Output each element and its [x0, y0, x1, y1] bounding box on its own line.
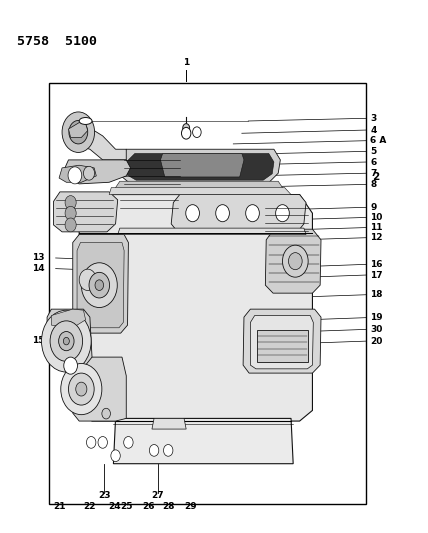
Polygon shape	[243, 309, 321, 373]
Text: 10: 10	[370, 213, 383, 222]
Text: 3: 3	[370, 114, 377, 123]
Text: 4: 4	[370, 126, 377, 134]
Circle shape	[111, 450, 120, 462]
Text: 28: 28	[162, 502, 175, 511]
Circle shape	[65, 218, 76, 232]
Ellipse shape	[79, 118, 92, 124]
Polygon shape	[47, 309, 92, 365]
Text: 8: 8	[370, 180, 377, 189]
Text: 7: 7	[370, 169, 377, 177]
Bar	[49, 83, 366, 504]
Text: 18: 18	[370, 290, 383, 299]
Polygon shape	[73, 235, 128, 333]
Text: 5: 5	[370, 147, 377, 156]
Text: 23: 23	[98, 491, 110, 500]
Polygon shape	[68, 123, 88, 138]
Circle shape	[81, 263, 117, 308]
Circle shape	[68, 167, 82, 184]
Text: 5758  5100: 5758 5100	[17, 35, 97, 47]
Polygon shape	[116, 181, 282, 192]
Text: 24: 24	[108, 502, 121, 511]
Text: 16: 16	[370, 260, 383, 269]
Circle shape	[282, 245, 308, 277]
Circle shape	[61, 364, 102, 415]
Circle shape	[83, 166, 95, 180]
Text: 6 A: 6 A	[370, 136, 386, 145]
Polygon shape	[171, 195, 306, 232]
Text: 1: 1	[183, 58, 189, 67]
Circle shape	[98, 437, 107, 448]
Polygon shape	[59, 165, 96, 182]
Circle shape	[79, 269, 96, 290]
Polygon shape	[54, 192, 118, 232]
Text: 14: 14	[32, 264, 45, 273]
Circle shape	[63, 337, 69, 345]
Circle shape	[276, 205, 289, 222]
Text: 12: 12	[370, 233, 383, 242]
Circle shape	[102, 408, 110, 419]
Polygon shape	[250, 316, 313, 369]
Circle shape	[181, 127, 191, 139]
Text: 25: 25	[120, 502, 133, 511]
Polygon shape	[66, 128, 126, 160]
Circle shape	[76, 382, 87, 396]
Text: 9: 9	[370, 203, 377, 212]
Text: 26: 26	[143, 502, 155, 511]
Circle shape	[183, 124, 190, 132]
Polygon shape	[79, 195, 312, 421]
Text: 11: 11	[370, 223, 383, 232]
Text: 22: 22	[83, 502, 96, 511]
Polygon shape	[51, 309, 86, 328]
Polygon shape	[109, 188, 291, 195]
Circle shape	[65, 196, 76, 209]
Polygon shape	[77, 243, 124, 328]
Circle shape	[95, 280, 104, 290]
Text: 19: 19	[370, 313, 383, 322]
Circle shape	[124, 437, 133, 448]
Circle shape	[62, 112, 95, 152]
Polygon shape	[64, 160, 131, 184]
Text: 6: 6	[370, 158, 377, 166]
Circle shape	[42, 310, 91, 372]
Circle shape	[193, 127, 201, 138]
Circle shape	[86, 437, 96, 448]
Circle shape	[65, 206, 76, 220]
Polygon shape	[257, 330, 308, 362]
Polygon shape	[152, 418, 186, 429]
Circle shape	[77, 376, 89, 391]
Polygon shape	[265, 229, 321, 293]
Text: 2: 2	[372, 172, 380, 182]
Circle shape	[163, 445, 173, 456]
Circle shape	[288, 253, 302, 270]
Circle shape	[246, 205, 259, 222]
Text: 20: 20	[370, 337, 383, 345]
Text: 29: 29	[184, 502, 197, 511]
Circle shape	[186, 205, 199, 222]
Text: 15: 15	[32, 336, 45, 344]
Circle shape	[59, 332, 74, 351]
Text: 13: 13	[32, 254, 45, 262]
Polygon shape	[160, 154, 244, 177]
Circle shape	[216, 205, 229, 222]
Circle shape	[149, 445, 159, 456]
Text: 17: 17	[370, 271, 383, 279]
Circle shape	[64, 357, 77, 374]
Polygon shape	[113, 418, 293, 464]
Circle shape	[69, 120, 88, 144]
Polygon shape	[125, 154, 274, 180]
Polygon shape	[118, 149, 280, 184]
Polygon shape	[118, 228, 306, 235]
Circle shape	[89, 272, 110, 298]
Polygon shape	[73, 357, 126, 421]
Text: 30: 30	[370, 325, 383, 334]
Text: 21: 21	[53, 502, 65, 511]
Circle shape	[50, 321, 83, 361]
Circle shape	[68, 373, 94, 405]
Text: 27: 27	[151, 491, 164, 500]
